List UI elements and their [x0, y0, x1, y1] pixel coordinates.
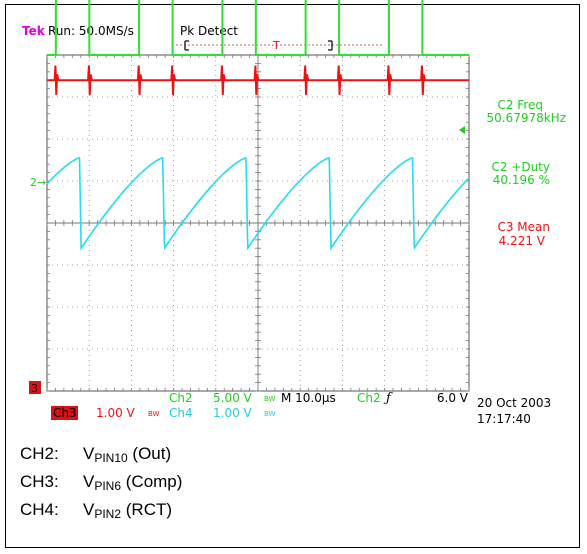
ch3-ground-marker-box	[29, 381, 41, 394]
figure-frame	[5, 4, 580, 548]
legend-v: V	[83, 444, 95, 463]
date-label: 20 Oct 2003	[477, 396, 551, 410]
ch4-bw-icon: BW	[264, 410, 276, 418]
legend-row-ch4: CH4: VPIN2 (RCT)	[20, 500, 172, 521]
ch3-bw-icon: BW	[148, 410, 160, 418]
ch3-trace	[47, 65, 469, 95]
ch2-trace	[47, 0, 469, 56]
ch2-label: Ch2	[169, 391, 193, 405]
ch2-scale: 5.00 V	[213, 391, 253, 405]
legend-desc: (RCT)	[121, 500, 173, 519]
trigger-source: Ch2	[357, 391, 381, 405]
c3-mean-label: C3 Mean	[497, 220, 550, 234]
brand-label: Tek	[22, 24, 46, 38]
legend-channel: CH2:	[20, 444, 59, 463]
graticule	[46, 54, 470, 392]
legend-channel: CH3:	[20, 472, 59, 491]
record-indicator: T	[172, 39, 383, 52]
legend-row-ch2: CH2: VPIN10 (Out)	[20, 444, 171, 465]
mode-label: Pk Detect	[180, 24, 238, 38]
time-label: 17:17:40	[477, 412, 531, 426]
legend-sub: PIN6	[94, 479, 122, 493]
ch2-ref-marker	[459, 126, 465, 134]
legend-row-ch3: CH3: VPIN6 (Comp)	[20, 472, 182, 493]
legend-v: V	[83, 500, 95, 519]
ch4-scale: 1.00 V	[213, 406, 253, 420]
ch2-ground-arrow: →	[37, 176, 46, 189]
trigger-level: 6.0 V	[437, 391, 469, 405]
c3-mean-value: 4.221 V	[499, 234, 546, 248]
run-label: Run: 50.0MS/s	[48, 24, 134, 38]
trigger-position-mark: T	[272, 39, 280, 52]
c2-duty-label: C2 +Duty	[491, 160, 550, 174]
c2-duty-value: 40.196 %	[493, 173, 550, 187]
ch4-trace	[46, 156, 470, 251]
legend-v: V	[83, 472, 95, 491]
ch2-ground-marker: 2	[30, 176, 37, 189]
legend-sub: PIN10	[94, 451, 128, 465]
ch3-scale: 1.00 V	[96, 406, 136, 420]
ch3-label-box	[51, 406, 78, 420]
ch3-ground-marker: 3	[31, 382, 38, 395]
ch3-label: Ch3	[53, 406, 77, 420]
timebase-label: M 10.0µs	[281, 391, 336, 405]
trigger-slope-icon: ƒ	[383, 391, 393, 406]
c2-freq-label: C2 Freq	[497, 98, 543, 112]
legend-sub: PIN2	[94, 507, 122, 521]
legend-desc: (Out)	[127, 444, 172, 463]
legend-desc: (Comp)	[121, 472, 183, 491]
ch2-bw-icon: BW	[264, 395, 276, 403]
c2-freq-value: 50.67978kHz	[486, 111, 566, 125]
ch4-label: Ch4	[169, 406, 193, 420]
legend-channel: CH4:	[20, 500, 59, 519]
